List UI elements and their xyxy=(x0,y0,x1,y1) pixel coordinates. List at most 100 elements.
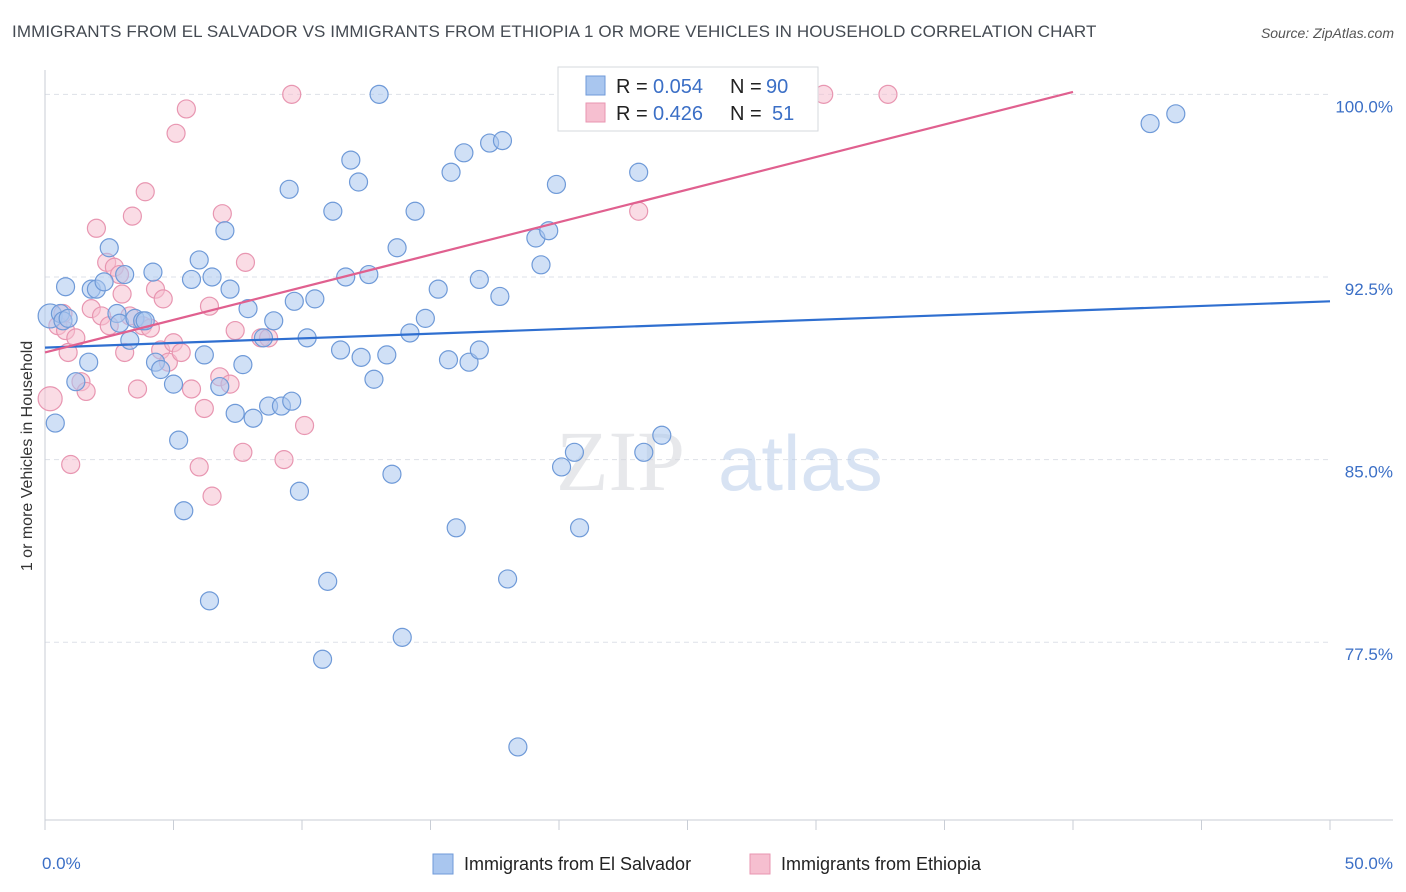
ethiopia-point xyxy=(282,84,302,104)
stats-legend: R = 0.054 N = 90 R = 0.426 N = 51 xyxy=(557,66,819,132)
el-salvador-point xyxy=(238,299,258,319)
ethiopia-point xyxy=(122,206,142,226)
bottom-legend-label-el-salvador: Immigrants from El Salvador xyxy=(464,854,691,874)
el-salvador-point xyxy=(202,267,222,287)
el-salvador-point xyxy=(323,201,343,221)
axes xyxy=(44,70,1393,830)
el-salvador-point xyxy=(490,286,510,307)
ethiopia-point xyxy=(629,201,649,221)
ethiopia-point xyxy=(127,379,148,399)
el-salvador-point xyxy=(45,413,65,433)
chart-title: IMMIGRANTS FROM EL SALVADOR VS IMMIGRANT… xyxy=(12,22,1097,41)
ethiopia-point xyxy=(181,379,202,399)
legend-r-value-2: 0.426 xyxy=(653,103,703,125)
el-salvador-point xyxy=(428,279,448,299)
y-tick-label: 92.5% xyxy=(1345,280,1393,299)
el-salvador-point xyxy=(400,323,420,343)
el-salvador-point xyxy=(174,501,194,521)
el-salvador-point xyxy=(330,340,351,360)
el-salvador-point xyxy=(264,311,284,331)
ethiopia-point xyxy=(176,99,196,119)
el-salvador-point xyxy=(459,352,479,372)
ethiopia-point xyxy=(225,320,245,341)
el-salvador-point xyxy=(284,291,304,311)
el-salvador-point xyxy=(569,518,590,538)
el-salvador-point xyxy=(312,649,333,669)
ethiopia-point xyxy=(233,442,253,462)
ethiopia-point xyxy=(135,182,155,202)
legend-n-label-2: N = xyxy=(730,103,762,125)
watermark-atlas: atlas xyxy=(718,419,883,507)
el-salvador-point xyxy=(469,269,489,290)
x-tick-labels: 0.0% 50.0% xyxy=(42,854,1393,873)
el-salvador-point xyxy=(351,347,371,367)
y-tick-label: 85.0% xyxy=(1345,463,1393,482)
trendlines xyxy=(44,90,1331,354)
watermark: ZIP atlas xyxy=(556,413,883,509)
el-salvador-point xyxy=(199,591,220,611)
el-salvador-point xyxy=(415,308,435,328)
ethiopia-point xyxy=(212,204,232,224)
el-salvador-point xyxy=(446,518,466,538)
el-salvador-point xyxy=(181,269,202,290)
el-salvador-point xyxy=(438,350,459,370)
series-legend: Immigrants from El Salvador Immigrants f… xyxy=(432,853,982,875)
bottom-legend-swatch-el-salvador xyxy=(432,853,454,875)
ethiopia-point xyxy=(153,289,173,309)
y-tick-labels: 77.5% 85.0% 92.5% 100.0% xyxy=(1335,97,1393,664)
el-salvador-point xyxy=(55,277,76,297)
el-salvador-point xyxy=(189,250,209,270)
ethiopia-point xyxy=(37,386,63,412)
el-salvador-point xyxy=(169,430,189,450)
bottom-legend-swatch-ethiopia xyxy=(749,853,771,875)
ethiopia-point xyxy=(189,457,209,477)
el-salvador-point xyxy=(387,238,407,258)
el-salvador-point xyxy=(289,481,310,501)
el-salvador-point xyxy=(546,174,567,195)
legend-r-label-2: R = xyxy=(616,103,648,125)
el-salvador-point xyxy=(369,84,389,104)
ethiopia-point xyxy=(235,252,256,272)
el-salvador-point xyxy=(531,255,551,275)
ethiopia-point xyxy=(112,284,132,304)
bottom-legend-label-ethiopia: Immigrants from Ethiopia xyxy=(781,854,982,874)
trendline-el-salvador xyxy=(44,300,1331,349)
ethiopia-point xyxy=(86,218,107,238)
legend-n-label-1: N = xyxy=(730,76,762,98)
el-salvador-point xyxy=(79,352,99,372)
el-salvador-point xyxy=(120,330,140,350)
el-salvador-point xyxy=(392,627,412,647)
el-salvador-point xyxy=(151,359,171,380)
el-salvador-point xyxy=(253,328,274,348)
legend-swatch-el-salvador xyxy=(585,75,606,96)
ethiopia-point xyxy=(294,415,315,436)
ethiopia-point xyxy=(194,398,214,419)
el-salvador-point xyxy=(364,369,384,389)
ethiopia-point xyxy=(166,123,186,143)
el-salvador-point xyxy=(225,403,245,423)
el-salvador-point xyxy=(564,442,585,462)
el-salvador-point xyxy=(163,374,184,394)
chart-source: Source: ZipAtlas.com xyxy=(1260,25,1394,41)
el-salvador-point xyxy=(215,221,235,241)
el-salvador-point xyxy=(282,391,302,411)
el-salvador-point xyxy=(94,272,114,292)
el-salvador-point xyxy=(143,262,163,282)
legend-r-value-1: 0.054 xyxy=(653,76,703,98)
ethiopia-point xyxy=(202,486,222,506)
el-salvador-point xyxy=(66,372,86,392)
el-salvador-point xyxy=(210,376,230,397)
el-salvador-point xyxy=(508,737,528,757)
ethiopia-point xyxy=(878,84,898,104)
series-el-salvador-points xyxy=(37,84,1186,757)
series-ethiopia-points xyxy=(37,84,898,506)
el-salvador-point xyxy=(441,162,461,182)
x-tick-label: 0.0% xyxy=(42,854,81,873)
el-salvador-point xyxy=(377,345,397,365)
el-salvador-point xyxy=(498,569,518,589)
legend-n-value-1: 90 xyxy=(766,76,788,98)
el-salvador-point xyxy=(469,340,489,360)
x-tick-label: 50.0% xyxy=(1345,854,1393,873)
ethiopia-point xyxy=(274,450,294,470)
